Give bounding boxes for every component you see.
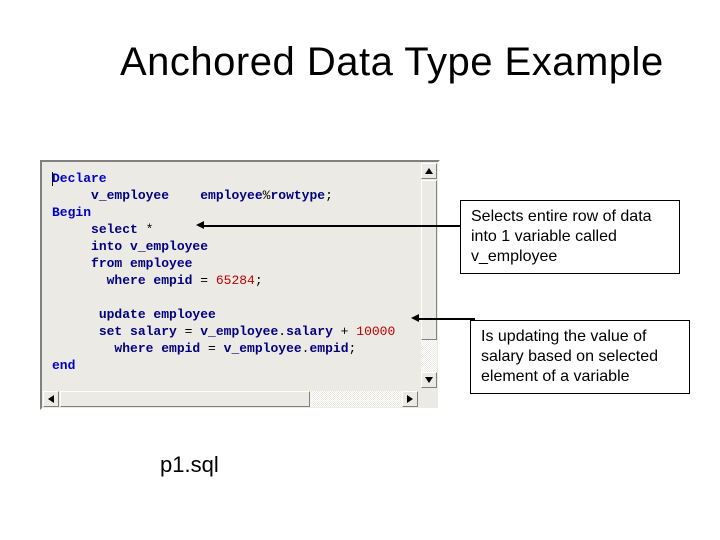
callout-2: Is updating the value of salary based on… [470,320,690,394]
callout-arrow-1-line [200,225,460,227]
callout-1: Selects entire row of data into 1 variab… [460,200,680,274]
slide: Anchored Data Type Example Declare v_emp… [0,0,720,540]
scroll-thumb-horizontal[interactable] [60,391,310,407]
scrollbar-corner [420,390,438,408]
code-editor-window: Declare v_employee employee%rowtype; Beg… [40,160,440,410]
scroll-left-button[interactable] [43,391,59,407]
callout-arrow-2-line-h [415,318,475,320]
callout-arrow-1-head [196,221,204,229]
arrow-right-icon [407,395,413,403]
slide-title: Anchored Data Type Example [120,40,664,85]
vertical-scrollbar[interactable] [420,162,438,390]
arrow-up-icon [425,168,433,174]
scroll-thumb-vertical[interactable] [421,180,437,340]
horizontal-scrollbar[interactable] [42,390,420,408]
callout-arrow-2-head [411,314,419,322]
arrow-down-icon [425,377,433,383]
code-editor-content[interactable]: Declare v_employee employee%rowtype; Beg… [44,164,420,390]
scroll-down-button[interactable] [421,372,437,388]
scroll-right-button[interactable] [402,391,418,407]
scroll-up-button[interactable] [421,163,437,179]
arrow-left-icon [48,395,54,403]
slide-caption: p1.sql [160,452,219,478]
